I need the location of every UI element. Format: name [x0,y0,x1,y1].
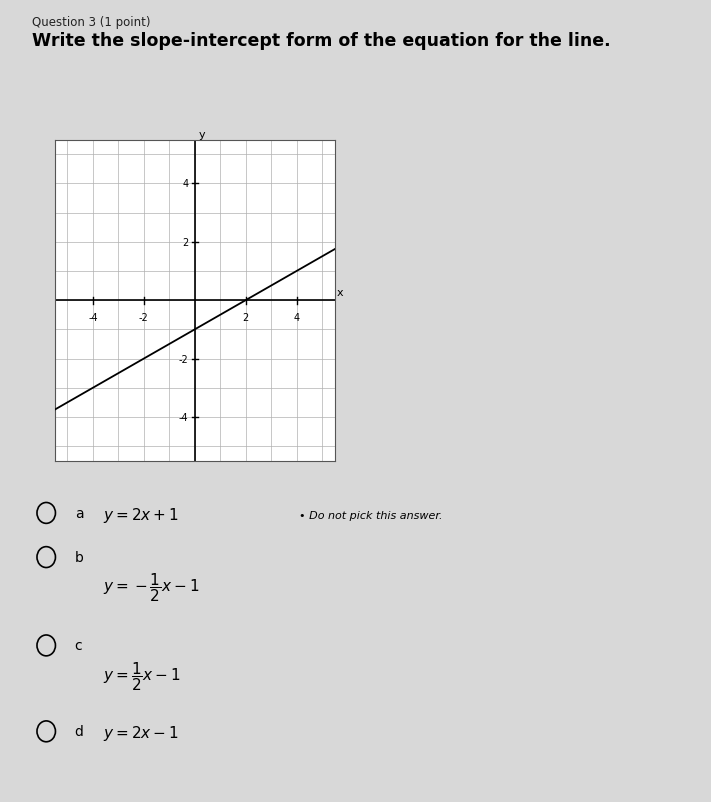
Text: -4: -4 [88,313,97,322]
Text: Write the slope-intercept form of the equation for the line.: Write the slope-intercept form of the eq… [32,32,611,50]
Text: -2: -2 [139,313,149,322]
Text: b: b [75,550,83,565]
Text: $y = 2x - 1$: $y = 2x - 1$ [103,723,179,743]
Text: • Do not pick this answer.: • Do not pick this answer. [299,510,442,520]
Text: $y = 2x + 1$: $y = 2x + 1$ [103,505,179,525]
Text: 2: 2 [242,313,249,322]
Text: 2: 2 [182,237,188,247]
Text: $y = \dfrac{1}{2}x - 1$: $y = \dfrac{1}{2}x - 1$ [103,659,181,691]
Text: Question 3 (1 point): Question 3 (1 point) [32,16,151,29]
Text: a: a [75,506,83,520]
Text: y: y [198,130,205,140]
Text: $y = -\dfrac{1}{2}x - 1$: $y = -\dfrac{1}{2}x - 1$ [103,571,200,603]
Text: x: x [337,288,343,298]
Text: -2: -2 [178,354,188,364]
Text: 4: 4 [182,179,188,189]
Text: c: c [75,638,82,653]
Text: d: d [75,724,83,739]
Text: 4: 4 [294,313,300,322]
Text: -4: -4 [179,412,188,423]
